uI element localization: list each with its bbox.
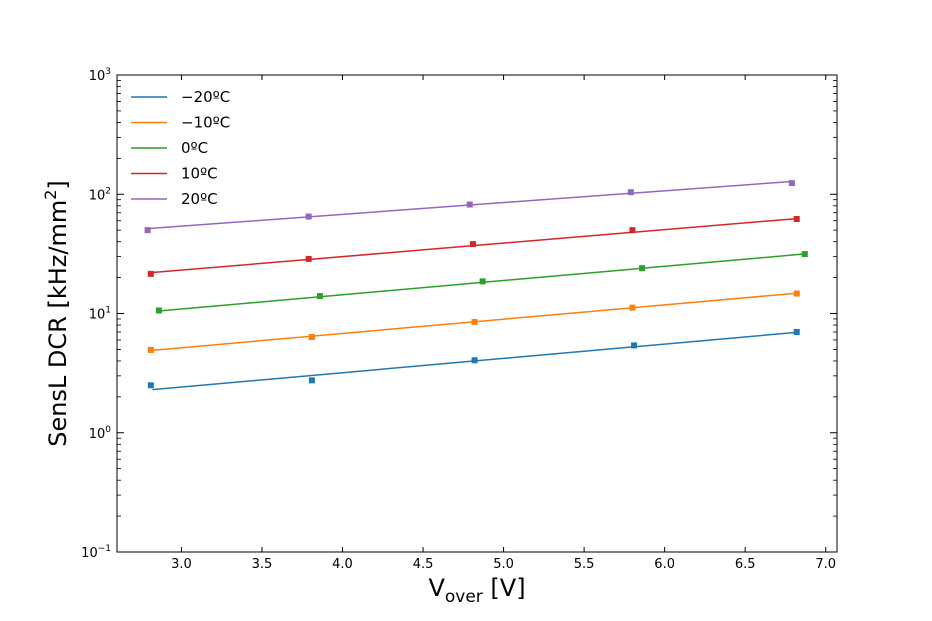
data-point [627,189,634,196]
legend-label: −20ºC [181,88,230,106]
x-title-subscript: over [445,587,483,607]
y-axis-title: SensL DCR [kHz/mm2] [41,180,72,447]
data-point [316,293,323,300]
data-point [639,265,646,272]
y-tick-label: 10−1 [81,544,111,561]
data-point [801,251,808,258]
x-tick-label: 3.0 [171,557,192,572]
legend: −20ºC −10ºC 0ºC 10ºC 20ºC [131,88,230,208]
data-point [155,307,162,314]
data-point [147,382,154,389]
data-point [793,290,800,297]
plot-frame [116,74,838,553]
y-tick-base: 10 [89,188,106,203]
data-point [631,342,638,349]
legend-label: −10ºC [181,114,230,132]
y-tick-label: 100 [89,425,112,442]
x-title-unit: [V] [483,574,526,602]
data-point [471,318,478,325]
data-point [471,357,478,364]
legend-label: 0ºC [181,139,208,157]
series-1 [147,290,800,353]
data-point [469,241,476,248]
data-point [305,213,312,220]
x-tick-label: 5.0 [493,557,514,572]
data-point [629,227,636,234]
data-point [479,278,486,285]
data-point [466,201,473,208]
data-point [144,227,151,234]
y-tick-base: 10 [89,427,106,442]
series-0 [147,328,800,391]
y-tick-base: 10 [89,308,106,323]
y-tick-exponent: 2 [105,186,111,196]
axes: 3.0 3.5 4.0 4.5 5.0 5.5 6.0 6.5 7.010−1100101102… [81,67,838,572]
data-point [308,377,315,384]
series-2 [155,251,808,314]
series-4 [144,180,795,234]
x-title-main: V [428,574,445,602]
legend-entry-1: −10ºC [131,114,230,132]
y-tick-label: 101 [89,306,111,323]
x-tick-label: 7.0 [815,557,836,572]
y-tick-exponent: 0 [105,425,111,435]
x-tick-label: 4.5 [413,557,434,572]
data-point [793,216,800,223]
data-point [308,334,315,341]
data-point [788,180,795,187]
series-3 [147,216,800,277]
legend-entry-4: 20ºC [131,190,218,208]
legend-entry-2: 0ºC [131,139,208,157]
legend-label: 10ºC [181,165,218,183]
y-tick-exponent: 3 [105,67,111,77]
data-point [793,328,800,335]
y-title-superscript: 2 [41,190,60,200]
y-title-main: SensL DCR [kHz/mm [44,200,72,447]
legend-label: 20ºC [181,190,218,208]
y-tick-exponent: 1 [105,306,111,316]
data-point [305,255,312,262]
x-tick-label: 5.5 [574,557,595,572]
y-tick-base: 10 [89,69,106,84]
y-tick-exponent: −1 [98,544,111,554]
legend-entry-0: −20ºC [131,88,230,106]
x-tick-label: 6.0 [654,557,675,572]
x-tick-label: 6.5 [735,557,756,572]
data-point [147,270,154,277]
y-tick-label: 102 [89,186,111,203]
x-tick-label: 3.5 [252,557,273,572]
data-point [629,304,636,311]
plot-area [144,180,808,391]
y-tick-base: 10 [81,546,98,561]
y-title-end: ] [44,180,72,189]
x-axis-title: Vover [V] [428,574,525,607]
legend-entry-3: 10ºC [131,165,218,183]
data-point [147,346,154,353]
x-tick-label: 4.0 [332,557,353,572]
y-tick-label: 103 [89,67,111,84]
